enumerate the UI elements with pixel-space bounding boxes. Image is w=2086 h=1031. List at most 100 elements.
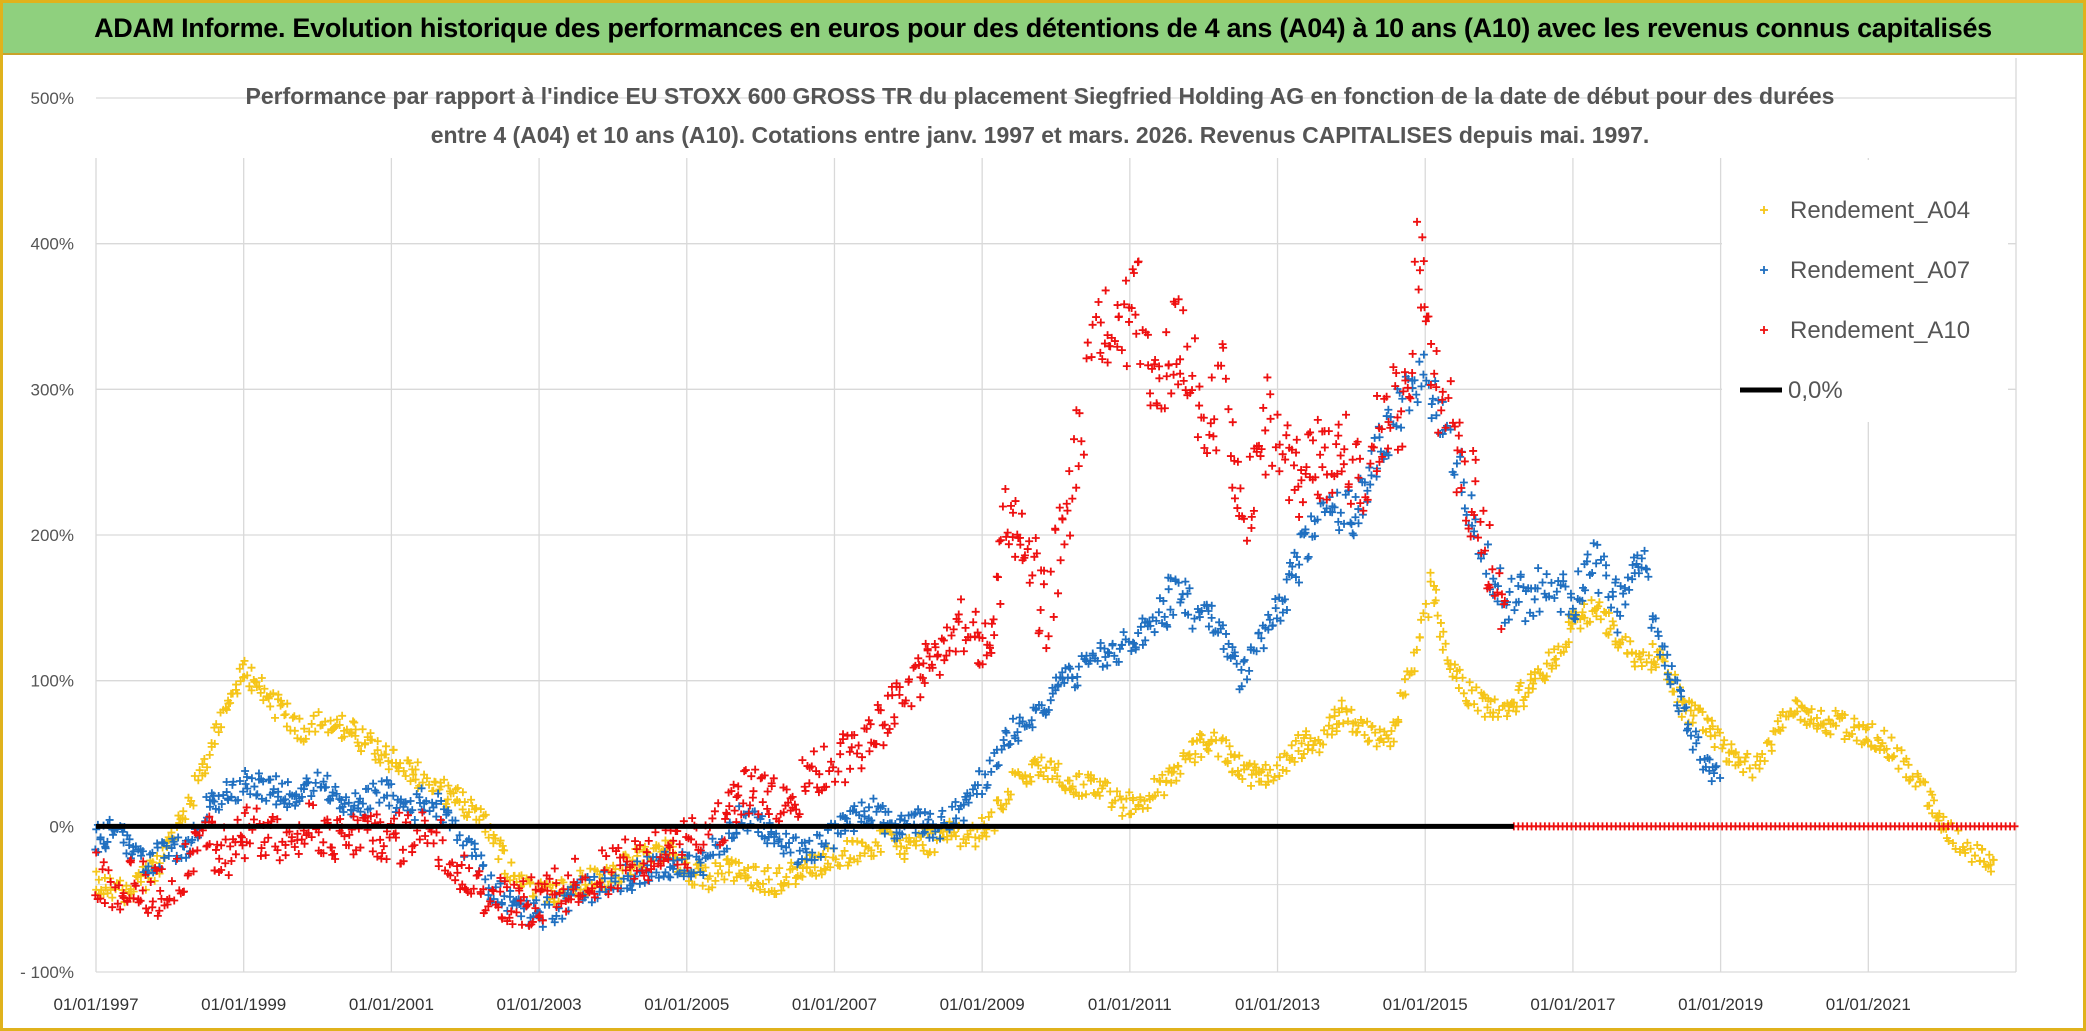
data-point [1731,748,1740,757]
data-point [1473,706,1482,715]
data-point [1592,612,1601,621]
data-point [381,742,390,751]
data-point [1353,727,1362,736]
data-point [1600,552,1609,561]
data-point [1225,742,1234,751]
data-point [1489,708,1498,717]
data-point [1252,647,1261,656]
data-point [129,847,138,856]
data-point [1711,763,1720,772]
data-point [1354,473,1363,482]
data-point [1807,705,1816,714]
x-tick-label: 01/01/1999 [201,995,286,1014]
data-point [661,868,670,877]
data-point [720,875,729,884]
data-point [1155,374,1164,383]
data-point [1840,710,1849,719]
data-point [333,715,342,724]
data-point [743,873,752,882]
data-point [1595,598,1604,607]
data-point [1236,484,1245,493]
data-point [795,810,804,819]
data-point [415,793,424,802]
data-point [744,809,753,818]
data-point [274,792,283,801]
data-point [332,789,341,798]
data-point [467,795,476,804]
data-point [246,790,255,799]
data-point [1219,644,1228,653]
data-point [1355,454,1364,463]
data-point [439,805,448,814]
data-point [1114,312,1123,321]
data-point [959,816,968,825]
data-point [654,842,663,851]
data-point [664,855,673,864]
data-point [1068,782,1077,791]
data-point [1141,636,1150,645]
data-point [1405,392,1414,401]
data-point [1363,717,1372,726]
data-point [1233,770,1242,779]
data-point [853,837,862,846]
data-point [640,842,649,851]
data-point [1301,525,1310,534]
data-point [954,610,963,619]
data-point [1472,683,1481,692]
data-point [767,779,776,788]
data-point [753,878,762,887]
data-point [1421,317,1430,326]
data-point [1066,531,1075,540]
data-point [1391,382,1400,391]
data-point [512,908,521,917]
data-point [678,850,687,859]
data-point [1406,394,1415,403]
data-point [1516,572,1525,581]
data-point [1222,629,1231,638]
data-point [1064,662,1073,671]
data-point [1009,508,1017,517]
data-point [1490,695,1499,704]
data-point [758,798,767,807]
data-point [1129,268,1138,277]
data-point [571,854,580,863]
data-point [1448,672,1457,681]
data-point [1183,589,1192,598]
data-point [1221,374,1230,383]
data-point [1271,595,1280,604]
data-point [846,854,855,863]
data-point [1824,715,1833,724]
data-point [1006,790,1015,799]
data-point [740,767,749,776]
data-point [167,877,176,886]
data-point [1243,675,1252,684]
data-point [415,835,424,844]
data-point [1689,711,1698,720]
data-point [901,696,910,705]
data-point [1292,435,1301,444]
data-point [243,671,252,680]
data-point [440,775,449,784]
data-point [564,871,573,880]
data-point [1127,304,1136,313]
data-point [519,892,528,901]
data-point [153,851,162,860]
data-point [395,808,404,817]
data-point [96,833,105,842]
data-point [1207,613,1216,622]
data-point [1197,606,1206,615]
data-point [1282,751,1291,760]
data-point [1292,448,1301,457]
data-point [1153,788,1162,797]
data-point [273,815,282,824]
data-point [420,816,429,825]
data-point [131,881,140,890]
data-point [181,840,190,849]
data-point [1534,564,1543,573]
data-point [1169,370,1178,379]
data-point [1521,692,1530,701]
data-point [1386,742,1395,751]
data-point [302,774,311,783]
chart-title: Performance par rapport à l'indice EU ST… [246,83,1835,148]
data-point [282,722,291,731]
